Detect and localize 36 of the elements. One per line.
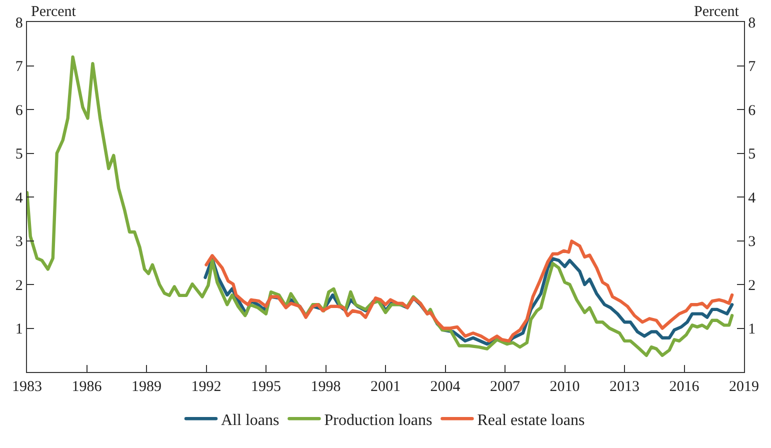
x-tick-label: 2007 bbox=[490, 379, 520, 396]
y2-tick-label: 8 bbox=[748, 15, 756, 32]
y-tick-label: 8 bbox=[15, 15, 23, 32]
legend-label: Real estate loans bbox=[477, 412, 585, 429]
y-tick-label: 2 bbox=[15, 278, 23, 294]
legend-label: All loans bbox=[221, 412, 280, 429]
legend-label: Production loans bbox=[324, 412, 432, 429]
x-tick-label: 2004 bbox=[430, 379, 461, 396]
x-tick-label: 2013 bbox=[610, 379, 640, 396]
y2-axis-title: Percent bbox=[694, 4, 740, 20]
y-tick-label: 4 bbox=[15, 190, 24, 206]
y2-tick-label: 3 bbox=[748, 234, 756, 250]
y2-tick-label: 6 bbox=[748, 102, 756, 119]
y2-tick-label: 4 bbox=[748, 190, 756, 206]
y-tick-label: 6 bbox=[15, 102, 24, 119]
x-tick-label: 1989 bbox=[132, 379, 162, 396]
x-tick-label: 1986 bbox=[72, 379, 102, 396]
x-tick-label: 1992 bbox=[191, 379, 222, 396]
line-series bbox=[27, 55, 734, 357]
x-tick-label: 2010 bbox=[550, 379, 580, 396]
x-tick-label: 2016 bbox=[669, 379, 700, 396]
y-tick-label: 3 bbox=[15, 234, 23, 250]
x-tick-label: 1995 bbox=[251, 379, 281, 396]
y2-tick-label: 2 bbox=[748, 278, 756, 294]
x-tick-label: 1983 bbox=[12, 379, 42, 396]
line-series bbox=[204, 240, 734, 343]
y-tick-label: 7 bbox=[15, 59, 24, 75]
y-tick-label: 5 bbox=[15, 146, 23, 162]
y-axis-title: Percent bbox=[31, 4, 77, 20]
y2-tick-label: 1 bbox=[748, 322, 756, 338]
y-tick-label: 1 bbox=[15, 322, 23, 338]
x-tick-label: 2019 bbox=[729, 379, 759, 396]
x-tick-label: 2001 bbox=[370, 379, 400, 396]
y2-tick-label: 5 bbox=[748, 146, 756, 162]
y2-tick-label: 7 bbox=[748, 59, 756, 75]
x-tick-label: 1998 bbox=[310, 379, 341, 396]
